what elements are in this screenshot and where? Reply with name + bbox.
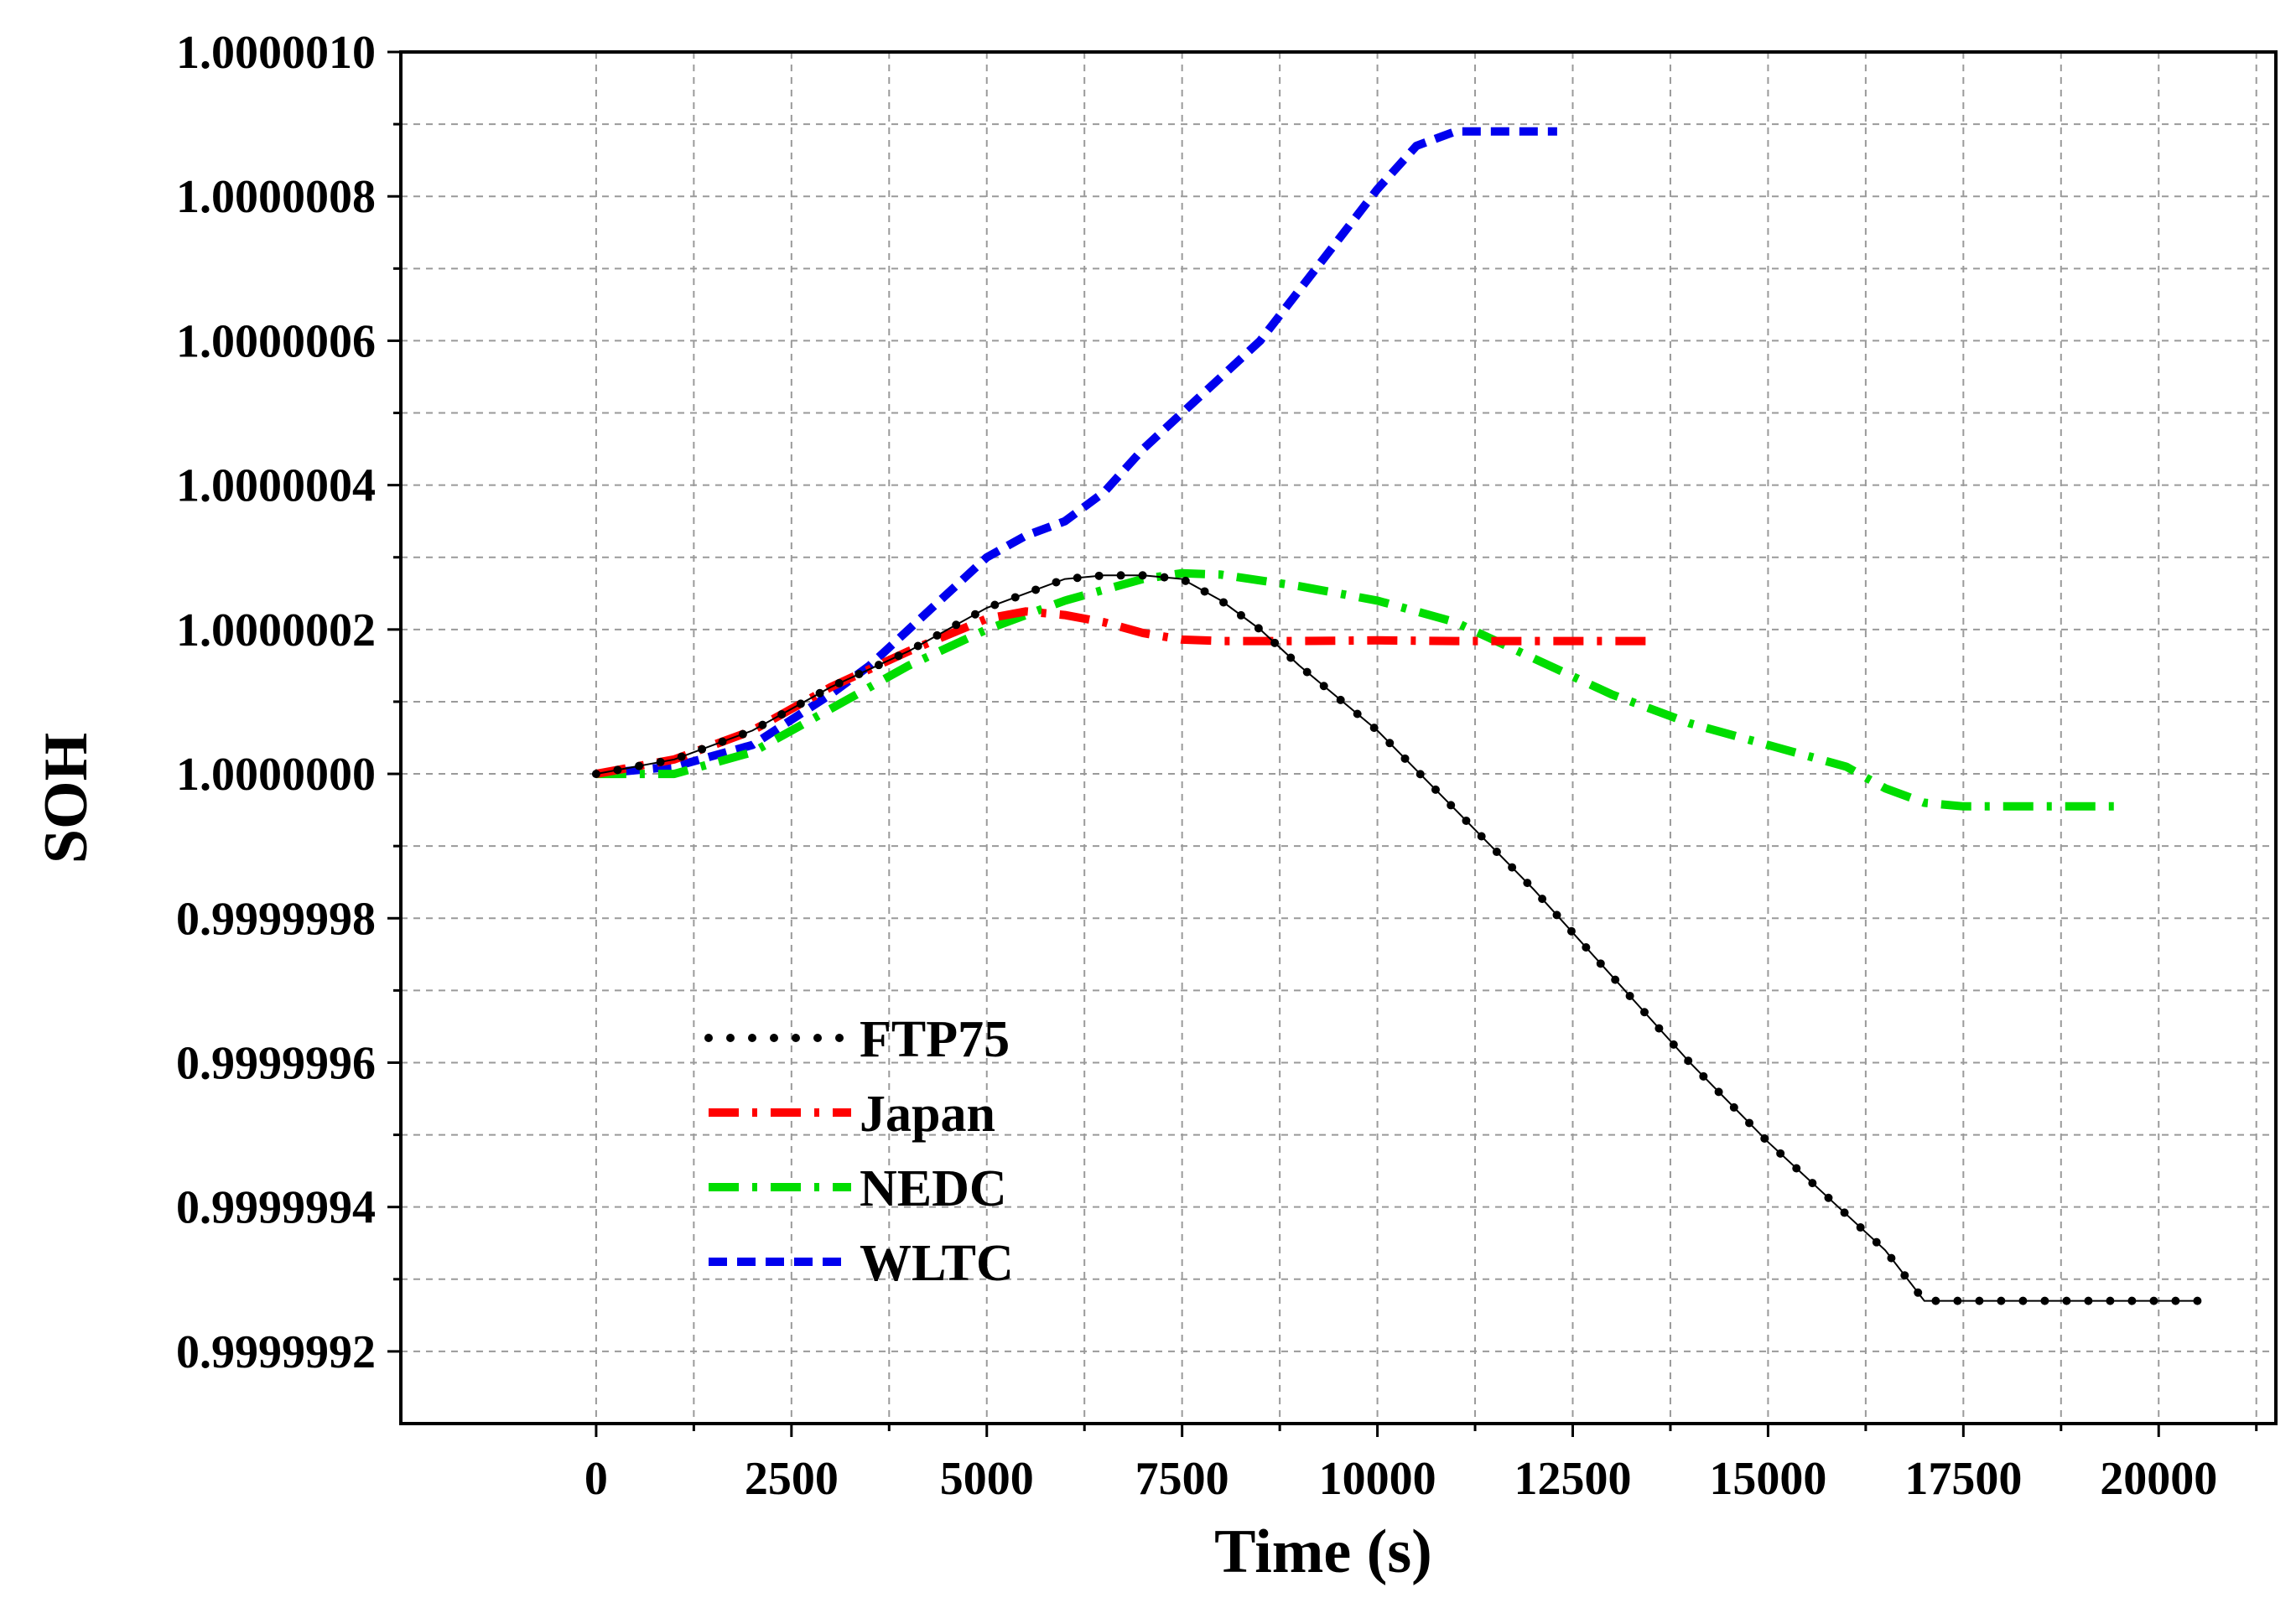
series-nedc xyxy=(595,568,2120,811)
x-tick-label: 10000 xyxy=(1319,1453,1436,1505)
legend-label-ftp75: FTP75 xyxy=(860,1011,1010,1068)
y-axis-title: SOH xyxy=(32,733,101,864)
legend: FTP75 Japan NEDC WLTC xyxy=(704,1011,1014,1292)
y-tick-label: 1.0000000 xyxy=(176,749,376,801)
series-line-ftp75 xyxy=(591,571,2202,1305)
y-tick-label: 1.0000002 xyxy=(176,604,376,656)
y-tick-label: 1.0000004 xyxy=(176,460,376,512)
plot-frame xyxy=(399,50,2278,1425)
series-japan xyxy=(595,607,1651,779)
series-ftp75 xyxy=(591,571,2202,1305)
x-tick-label: 5000 xyxy=(940,1453,1034,1505)
x-tick-label: 0 xyxy=(584,1453,608,1505)
series-line-japan xyxy=(595,607,1651,779)
y-tick-label: 0.9999992 xyxy=(176,1326,376,1378)
y-tick-label: 1.0000006 xyxy=(176,315,376,367)
series-lines xyxy=(591,127,2202,1305)
x-tick-label: 12500 xyxy=(1514,1453,1632,1505)
legend-label-japan: Japan xyxy=(860,1086,995,1143)
y-tick-label: 0.9999996 xyxy=(176,1037,376,1089)
x-tick-label: 2500 xyxy=(745,1453,839,1505)
legend-label-wltc: WLTC xyxy=(860,1235,1014,1292)
series-line-nedc xyxy=(595,568,2120,811)
series-wltc xyxy=(595,127,1557,779)
y-tick-label: 1.0000008 xyxy=(176,171,376,223)
x-tick-label: 15000 xyxy=(1709,1453,1826,1505)
x-tick-label: 7500 xyxy=(1135,1453,1229,1505)
x-tick-label: 17500 xyxy=(1904,1453,2022,1505)
y-tick-label: 0.9999998 xyxy=(176,893,376,945)
x-axis-title: Time (s) xyxy=(1214,1517,1432,1586)
y-tick-label: 0.9999994 xyxy=(176,1182,376,1234)
x-tick-label: 20000 xyxy=(2100,1453,2217,1505)
y-tick-label: 1.0000010 xyxy=(176,27,376,79)
legend-label-nedc: NEDC xyxy=(860,1160,1007,1217)
axes: 0 2500 5000 7500 10000 12500 15000 17500 20000 0.… xyxy=(176,27,2258,1505)
grid-lines xyxy=(401,52,2276,1424)
series-line-wltc xyxy=(595,127,1557,779)
